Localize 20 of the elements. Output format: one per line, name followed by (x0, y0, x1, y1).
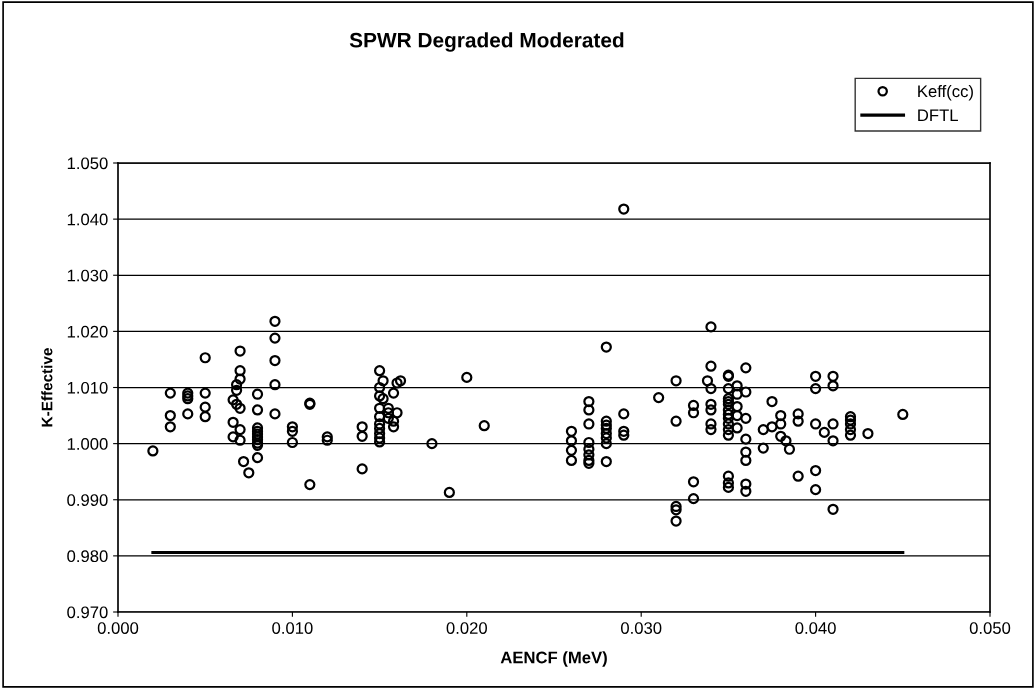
x-tick-label: 0.010 (272, 622, 313, 634)
legend-label: DFTL (918, 109, 958, 121)
x-tick-label: 0.020 (446, 622, 487, 634)
y-tick-label: 1.030 (67, 269, 108, 282)
x-axis-title: AENCF (MeV) (500, 651, 607, 667)
x-tick-label: 0.000 (97, 622, 139, 634)
y-axis-title: K-Effective (41, 348, 53, 427)
legend-label: Keff(cc) (918, 84, 973, 101)
y-tick-label: 1.010 (67, 381, 108, 394)
y-tick-label: 1.000 (67, 438, 108, 450)
y-tick-label: 1.020 (67, 325, 108, 338)
x-tick-label: 0.050 (969, 622, 1011, 634)
x-tick-label: 0.040 (795, 622, 836, 634)
y-tick-label: 0.990 (67, 494, 108, 506)
y-tick-label: 0.980 (67, 550, 108, 563)
x-tick-label: 0.030 (621, 622, 662, 634)
y-tick-label: 1.050 (67, 157, 108, 170)
chart-title: SPWR Degraded Moderated (349, 32, 624, 52)
y-tick-label: 1.040 (67, 213, 108, 226)
y-tick-label: 0.970 (67, 606, 108, 619)
